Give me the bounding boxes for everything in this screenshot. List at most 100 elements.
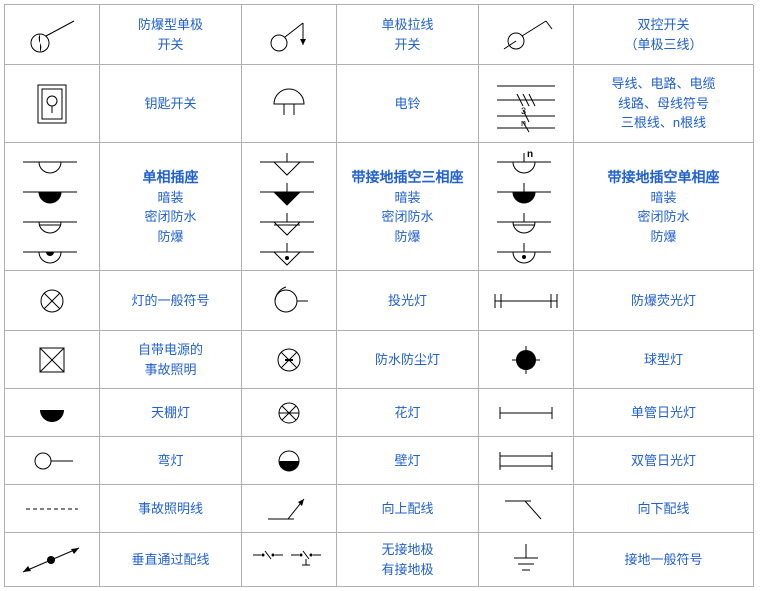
svg-text:3: 3 [521, 106, 526, 116]
sym-r6c3 [479, 389, 574, 437]
text: 防爆 [650, 227, 676, 247]
ball-lamp-icon [506, 340, 546, 380]
sym-r7c1 [5, 437, 100, 485]
text: 有接地极 [381, 560, 433, 580]
text: 三根线、n根线 [621, 113, 706, 133]
lbl-r4c3: 防爆荧光灯 [574, 271, 754, 331]
sym-r7c2 [242, 437, 337, 485]
sym-r5c1 [5, 331, 100, 389]
bell-icon [264, 79, 314, 129]
text: 单管日光灯 [631, 403, 696, 423]
svg-text:n: n [521, 118, 526, 128]
ground-pole-icon [249, 545, 329, 575]
text-bold: 带接地插空三相座 [352, 167, 464, 188]
wall-lamp-icon [269, 446, 309, 476]
text: 防爆 [157, 227, 183, 247]
lbl-r2c2: 电铃 [337, 65, 479, 143]
text: 暗装 [394, 188, 420, 208]
sym-r4c2 [242, 271, 337, 331]
sym-r5c2 [242, 331, 337, 389]
text: 密闭防水 [144, 207, 196, 227]
sym-r3c3: n [479, 143, 574, 271]
text: 双管日光灯 [631, 451, 696, 471]
lbl-r1c1: 防爆型单极 开关 [100, 5, 242, 65]
lbl-r4c2: 投光灯 [337, 271, 479, 331]
text: 花灯 [394, 403, 420, 423]
text: 开关 [157, 35, 183, 55]
lbl-r8c2: 向上配线 [337, 485, 479, 533]
text: 防水防尘灯 [375, 350, 440, 370]
text: 导线、电路、电缆 [611, 74, 715, 94]
text: 壁灯 [394, 451, 420, 471]
sym-r3c2 [242, 143, 337, 271]
sym-r9c3 [479, 533, 574, 587]
lbl-r4c1: 灯的一般符号 [100, 271, 242, 331]
pull-switch-icon [259, 15, 319, 55]
text-bold: 带接地插空单相座 [608, 167, 720, 188]
lbl-r7c2: 壁灯 [337, 437, 479, 485]
chandelier-icon [269, 398, 309, 428]
lamp-general-icon [32, 281, 72, 321]
text: 电铃 [394, 94, 420, 114]
explosion-proof-switch-icon [22, 15, 82, 55]
lbl-r3c2: 带接地插空三相座 暗装 密闭防水 防爆 [337, 143, 479, 271]
sym-r5c3 [479, 331, 574, 389]
text: 防爆荧光灯 [631, 291, 696, 311]
waterproof-lamp-icon [269, 340, 309, 380]
sym-r4c3 [479, 271, 574, 331]
text: 暗装 [157, 188, 183, 208]
symbol-legend-table: 防爆型单极 开关 单极拉线 开关 双控开关 （单极三线） [4, 4, 753, 587]
vertical-through-wiring-icon [17, 540, 87, 580]
text: 防爆型单极 [138, 15, 203, 35]
ground-symbol-icon [506, 540, 546, 580]
lbl-r5c3: 球型灯 [574, 331, 754, 389]
sym-r4c1 [5, 271, 100, 331]
text: 天棚灯 [151, 403, 190, 423]
explosion-proof-fluorescent-icon [491, 286, 561, 316]
lbl-r7c3: 双管日光灯 [574, 437, 754, 485]
text: 钥匙开关 [144, 94, 196, 114]
text: 球型灯 [644, 350, 683, 370]
lbl-r7c1: 弯灯 [100, 437, 242, 485]
lbl-r9c3: 接地一般符号 [574, 533, 754, 587]
text: 事故照明 [144, 360, 196, 380]
text: 向上配线 [381, 499, 433, 519]
single-tube-fluorescent-icon [496, 403, 556, 423]
wire-symbol-icon: 3 n [491, 74, 561, 134]
text: 事故照明线 [138, 499, 203, 519]
sym-r1c1 [5, 5, 100, 65]
lbl-r9c1: 垂直通过配线 [100, 533, 242, 587]
lbl-r1c2: 单极拉线 开关 [337, 5, 479, 65]
lbl-r6c1: 天棚灯 [100, 389, 242, 437]
text: 双控开关 [637, 15, 689, 35]
lbl-r8c1: 事故照明线 [100, 485, 242, 533]
sym-r8c1 [5, 485, 100, 533]
single-phase-socket-icon [17, 147, 87, 267]
key-switch-icon [32, 79, 72, 129]
text: 自带电源的 [138, 340, 203, 360]
lbl-r8c3: 向下配线 [574, 485, 754, 533]
emergency-light-icon [32, 340, 72, 380]
wiring-up-icon [264, 491, 314, 527]
sym-r1c2 [242, 5, 337, 65]
lbl-r5c2: 防水防尘灯 [337, 331, 479, 389]
text: 无接地极 [381, 540, 433, 560]
sym-r3c1 [5, 143, 100, 271]
text: 线路、母线符号 [618, 94, 709, 114]
text: 密闭防水 [381, 207, 433, 227]
lbl-r3c1: 单相插座 暗装 密闭防水 防爆 [100, 143, 242, 271]
text: 防爆 [394, 227, 420, 247]
bend-lamp-icon [27, 446, 77, 476]
text: 垂直通过配线 [131, 550, 209, 570]
lbl-r2c3: 导线、电路、电缆 线路、母线符号 三根线、n根线 [574, 65, 754, 143]
text: 开关 [394, 35, 420, 55]
sym-r8c2 [242, 485, 337, 533]
sym-r7c3 [479, 437, 574, 485]
sym-r6c2 [242, 389, 337, 437]
text-bold: 单相插座 [143, 167, 199, 188]
lbl-r5c1: 自带电源的 事故照明 [100, 331, 242, 389]
sym-r8c3 [479, 485, 574, 533]
lbl-r1c3: 双控开关 （单极三线） [574, 5, 754, 65]
text: 灯的一般符号 [131, 291, 209, 311]
text: 向下配线 [637, 499, 689, 519]
